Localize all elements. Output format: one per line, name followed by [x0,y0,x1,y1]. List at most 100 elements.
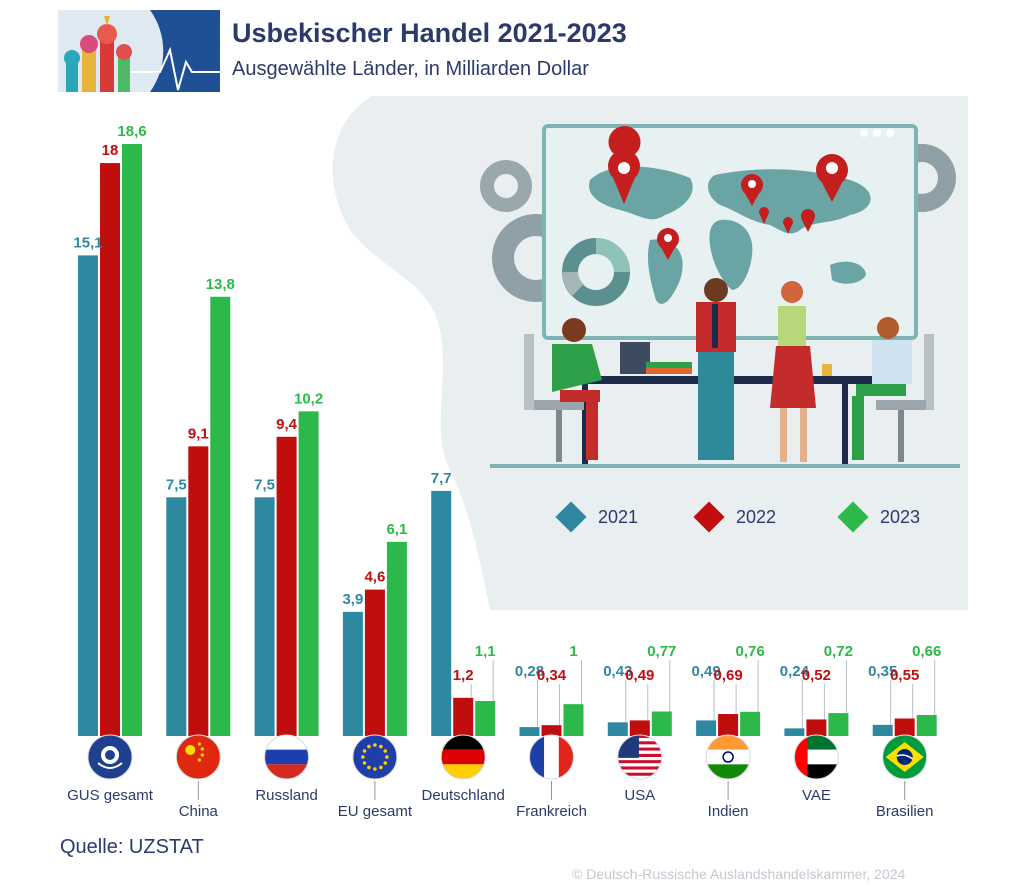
bar-2023-5 [475,700,496,736]
value-labels: 15,1 18 18,6 7,5 9,1 13,8 7,5 9,4 10,2 3,94,6 6,1 7… [73,123,941,729]
value-label: 0,66 [912,643,941,660]
value-label: 0,49 [691,663,720,680]
value-label: 9,4 [276,416,298,433]
bar-2023-4 [386,541,407,736]
value-label: 1,1 [475,643,496,660]
header-image [58,10,220,92]
legend-label: 2022 [736,506,777,527]
bar-2021-2 [166,497,187,736]
uae-flag-icon [793,734,839,780]
bar-2021-9 [784,728,805,736]
bar-2022-10 [894,718,915,736]
value-label: 13,8 [206,276,235,293]
bar-2023-7 [651,711,672,736]
value-label: 0,35 [868,663,897,680]
value-label: 0,34 [537,667,567,684]
bar-2022-7 [629,720,650,736]
value-label: 0,69 [713,667,742,684]
bar-2023-1 [122,144,142,736]
copyright-note: © Deutsch-Russische Auslandshandelskamme… [572,866,906,882]
value-label: 0,76 [735,643,764,660]
legend-label: 2023 [880,506,921,527]
bar-2021-4 [342,611,363,736]
value-label: 7,7 [431,470,452,487]
value-label: 15,1 [73,234,102,251]
value-label: 4,6 [364,569,385,586]
bar-2022-3 [276,436,297,736]
bar-2022-4 [364,589,385,736]
legend-diamond-icon [693,501,725,533]
value-label: 9,1 [188,425,209,442]
value-label: 0,28 [515,663,544,680]
brazil-flag-icon [882,734,928,780]
bar-2021-5 [431,490,452,736]
value-label: 18 [102,142,119,159]
bar-2022-9 [806,719,827,736]
cis-emblem-icon [87,734,133,780]
value-label: 0,77 [647,643,676,660]
value-label: 0,43 [603,663,632,680]
category-label: GUS gesamt [67,787,154,804]
bar-2021-6 [519,727,540,736]
value-label: 7,5 [254,476,275,493]
france-flag-icon [529,734,574,780]
bar-2021-7 [607,722,628,736]
value-label: 10,2 [294,390,323,407]
office-illustration [480,124,960,468]
value-label: 0,24 [780,663,810,680]
category-label: USA [624,787,655,804]
world-map [589,166,871,304]
russia-flag-icon [264,734,310,780]
bar-2021-8 [696,720,717,736]
legend-diamond-icon [837,501,869,533]
eu-flag-icon [352,734,398,780]
category-label: Deutschland [422,787,505,804]
bar-2023-6 [563,704,584,736]
category-label: VAE [802,787,831,804]
germany-flag-icon [440,734,486,780]
category-label: Brasilien [876,803,934,820]
bar-2022-6 [541,725,562,736]
bar-2023-10 [916,714,937,736]
bar-2022-2 [188,446,209,736]
value-label: 6,1 [386,521,407,538]
value-label: 18,6 [117,123,146,140]
chart-title: Usbekischer Handel 2021-2023 [232,18,627,48]
category-labels: GUS gesamt China Russland EU gesamt Deutschl… [67,781,933,820]
legend-item-2021: 2021 [555,501,639,533]
value-label: 0,49 [625,667,654,684]
bar-2021-3 [254,497,275,736]
value-label: 1 [569,643,577,660]
source-note: Quelle: UZSTAT [60,836,204,858]
india-flag-icon [705,734,751,780]
bar-2023-9 [828,713,849,736]
legend-item-2022: 2022 [693,501,777,533]
value-label: 3,9 [342,591,363,608]
bar-2023-2 [210,296,231,736]
bar-2021-1 [78,255,98,737]
value-label: 7,5 [166,476,187,493]
legend-diamond-icon [555,501,587,533]
chart-subtitle: Ausgewählte Länder, in Milliarden Dollar [232,58,589,80]
value-label: 0,55 [890,667,919,684]
value-label: 0,72 [824,643,853,660]
bar-2022-1 [100,163,120,736]
location-pin-icon [608,126,848,260]
bar-2023-3 [298,411,319,736]
value-label: 1,2 [453,667,474,684]
category-label: Frankreich [516,803,587,820]
bar-2021-10 [872,724,893,736]
china-flag-icon [175,734,221,780]
bar-2022-5 [453,697,474,736]
legend-label: 2021 [598,506,639,527]
bar-2023-8 [740,711,761,736]
value-label: 0,52 [802,667,831,684]
bar-2022-8 [718,714,739,736]
category-label: China [179,803,219,820]
usa-flag-icon [617,734,663,780]
category-label: Russland [255,787,318,804]
category-label: EU gesamt [338,803,413,820]
country-flags [87,734,928,780]
legend-item-2023: 2023 [837,501,921,533]
